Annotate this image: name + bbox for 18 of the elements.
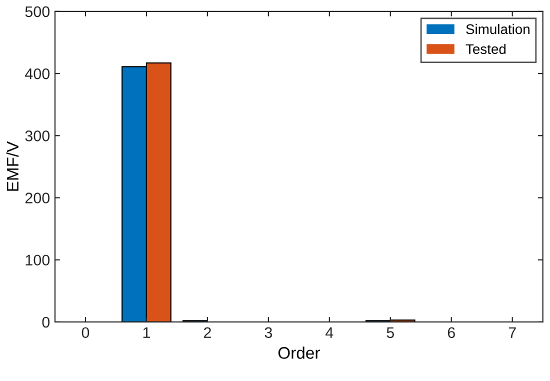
legend-label: Tested [466,44,506,54]
y-tick-label: 100 [26,254,50,266]
x-tick-label: 3 [264,327,272,338]
x-axis-title: Order [278,346,320,359]
y-tick-label: 200 [25,192,50,204]
x-tick-label: 4 [326,327,334,338]
x-tick-label: 5 [386,327,394,338]
y-tick-label: 400 [25,68,50,80]
x-tick-label: 0 [82,327,90,338]
y-tick-label: 0 [42,316,50,328]
x-tick-label: 7 [508,327,516,338]
y-tick-label: 500 [25,6,50,18]
x-tick-label: 6 [448,327,455,338]
y-axis-title: EMF/V [6,141,19,191]
legend-label: Simulation [466,24,530,34]
y-tick-label: 300 [25,130,50,142]
x-tick-label: 2 [204,327,211,338]
x-tick-label: 1 [143,327,150,338]
